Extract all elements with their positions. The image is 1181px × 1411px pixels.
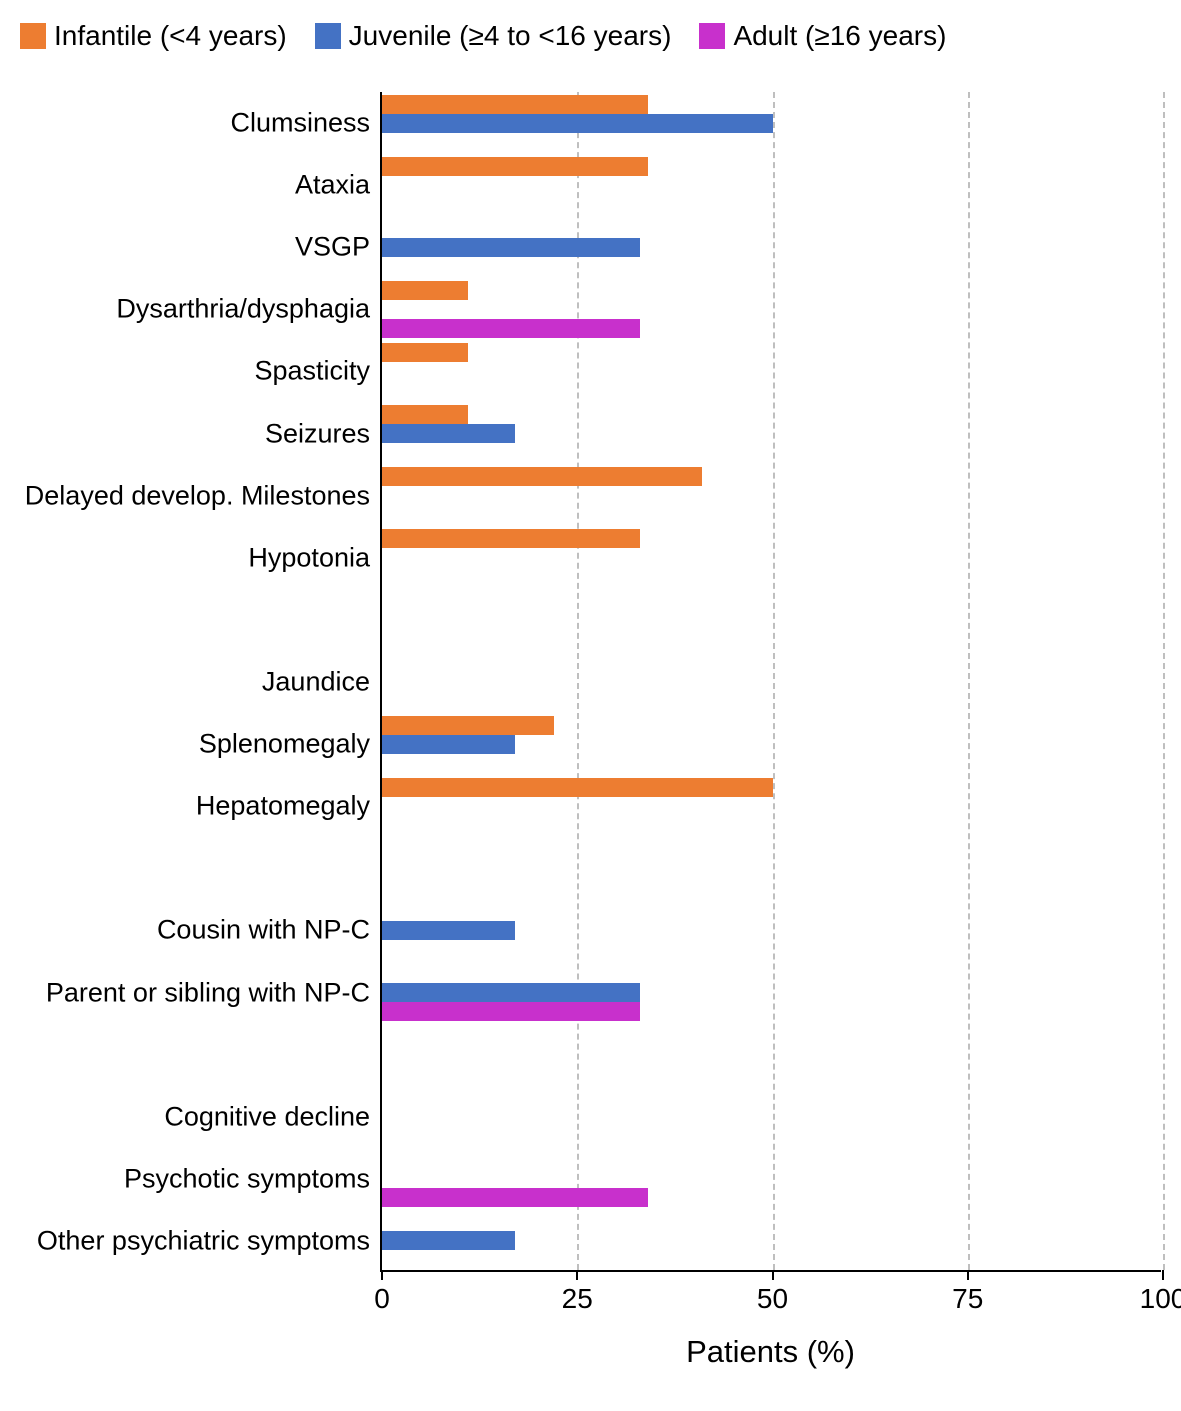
bar-juvenile [382,1231,515,1250]
category-label: Jaundice [262,667,370,698]
legend: Infantile (<4 years) Juvenile (≥4 to <16… [20,20,1161,52]
bar-adult [382,1188,648,1207]
x-tick [772,1270,774,1280]
x-axis-title: Patients (%) [380,1334,1161,1370]
legend-item-adult: Adult (≥16 years) [699,20,946,52]
x-tick-label: 25 [562,1283,593,1315]
bar-infantile [382,343,468,362]
x-tick [381,1270,383,1280]
bar-infantile [382,529,640,548]
bar-infantile [382,405,468,424]
bar-juvenile [382,238,640,257]
bar-infantile [382,716,554,735]
x-tick-label: 50 [757,1283,788,1315]
legend-swatch-juvenile [315,23,341,49]
bar-infantile [382,157,648,176]
bar-adult [382,1002,640,1021]
category-label: Ataxia [295,170,370,201]
gridline [773,92,775,1270]
category-label: Cousin with NP-C [157,915,370,946]
category-label: Hepatomegaly [196,791,370,822]
category-label: Psychotic symptoms [124,1163,370,1194]
category-label: Hypotonia [248,542,370,573]
category-label: VSGP [295,232,370,263]
category-label: Parent or sibling with NP-C [46,977,370,1008]
x-tick-label: 75 [952,1283,983,1315]
gridline [1163,92,1165,1270]
category-labels-column: Clumsiness Ataxia VSGP Dysarthria/dysphagia… [20,92,380,1272]
chart-container: Infantile (<4 years) Juvenile (≥4 to <16… [20,20,1161,1391]
category-label: Clumsiness [230,108,370,139]
gridline [577,92,579,1270]
bar-juvenile [382,921,515,940]
x-tick-label: 0 [374,1283,390,1315]
bar-juvenile [382,983,640,1002]
bar-infantile [382,467,702,486]
x-tick [1162,1270,1164,1280]
legend-item-juvenile: Juvenile (≥4 to <16 years) [315,20,672,52]
legend-item-infantile: Infantile (<4 years) [20,20,287,52]
category-label: Splenomegaly [199,729,370,760]
category-label: Cognitive decline [164,1101,370,1132]
legend-label-juvenile: Juvenile (≥4 to <16 years) [349,20,672,52]
category-label: Dysarthria/dysphagia [116,294,370,325]
bar-adult [382,319,640,338]
bar-infantile [382,95,648,114]
category-label: Spasticity [254,356,370,387]
bar-juvenile [382,735,515,754]
x-tick [576,1270,578,1280]
bars-plot-region: 0255075100 [380,92,1161,1272]
legend-swatch-adult [699,23,725,49]
legend-swatch-infantile [20,23,46,49]
x-tick [967,1270,969,1280]
bar-infantile [382,281,468,300]
plot-area: Clumsiness Ataxia VSGP Dysarthria/dysphagia… [20,92,1161,1272]
bar-infantile [382,778,773,797]
bar-juvenile [382,114,773,133]
gridline [968,92,970,1270]
bar-juvenile [382,424,515,443]
legend-label-adult: Adult (≥16 years) [733,20,946,52]
category-label: Seizures [265,418,370,449]
category-label: Other psychiatric symptoms [37,1225,370,1256]
x-tick-label: 100 [1140,1283,1181,1315]
category-label: Delayed develop. Milestones [25,480,370,511]
legend-label-infantile: Infantile (<4 years) [54,20,287,52]
